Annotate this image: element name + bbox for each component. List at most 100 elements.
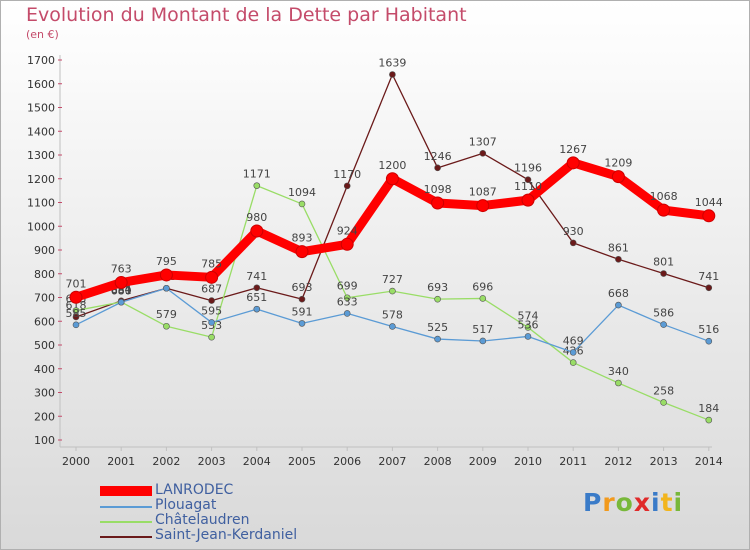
data-point-plouagat xyxy=(479,337,487,345)
proxiti-logo: Proxiti xyxy=(583,488,684,517)
series-line-chatelaudren xyxy=(75,184,710,421)
data-point-chatelaudren xyxy=(208,333,215,341)
data-label-chatelaudren: 1094 xyxy=(288,186,316,199)
data-point-chatelaudren xyxy=(343,294,351,302)
data-point-saint-jean-kerdaniel xyxy=(343,182,351,190)
data-point-saint-jean-kerdaniel xyxy=(298,295,306,303)
data-point-lanrodec xyxy=(205,270,219,284)
data-point-saint-jean-kerdaniel xyxy=(389,71,396,78)
data-label-lanrodec: 785 xyxy=(201,257,222,270)
y-tick-label: 1000 xyxy=(27,220,55,233)
legend-label-saint-jean-kerdaniel: Saint-Jean-Kerdaniel xyxy=(155,527,298,543)
data-label-saint-jean-kerdaniel: 693 xyxy=(292,281,313,294)
data-label-lanrodec: 893 xyxy=(292,232,313,245)
data-point-chatelaudren xyxy=(660,399,667,406)
data-label-chatelaudren: 696 xyxy=(472,280,493,293)
data-point-saint-jean-kerdaniel xyxy=(434,164,441,172)
legend-label-plouagat: Plouagat xyxy=(155,497,217,513)
y-tick-label: 1400 xyxy=(27,125,55,138)
data-point-lanrodec xyxy=(340,237,354,251)
data-point-chatelaudren xyxy=(705,416,713,424)
data-point-saint-jean-kerdaniel xyxy=(615,255,622,263)
data-label-chatelaudren: 699 xyxy=(337,280,358,293)
data-point-saint-jean-kerdaniel xyxy=(208,297,215,304)
y-tick-label: 1600 xyxy=(27,78,55,91)
data-label-saint-jean-kerdaniel: 741 xyxy=(698,270,719,283)
data-label-saint-jean-kerdaniel: 801 xyxy=(653,256,674,269)
y-tick-label: 700 xyxy=(34,292,55,305)
legend-swatch-plouagat xyxy=(100,506,152,508)
data-point-lanrodec xyxy=(521,193,535,207)
x-tick-label: 2006 xyxy=(333,455,361,468)
data-point-plouagat xyxy=(434,335,441,343)
data-label-saint-jean-kerdaniel: 741 xyxy=(246,270,267,283)
data-point-lanrodec xyxy=(69,290,83,304)
data-label-plouagat: 633 xyxy=(337,295,358,308)
data-label-saint-jean-kerdaniel: 1196 xyxy=(514,162,542,175)
x-tick-label: 2001 xyxy=(107,455,135,468)
data-point-chatelaudren xyxy=(72,307,80,314)
data-point-chatelaudren xyxy=(569,359,577,366)
data-point-plouagat xyxy=(117,298,125,306)
x-tick-label: 2005 xyxy=(288,455,316,468)
data-label-lanrodec: 1209 xyxy=(604,157,632,170)
data-label-saint-jean-kerdaniel: 930 xyxy=(563,225,584,238)
data-label-plouagat: 591 xyxy=(292,305,313,318)
data-point-saint-jean-kerdaniel xyxy=(660,270,667,277)
x-tick-label: 2009 xyxy=(469,455,497,468)
data-label-chatelaudren: 693 xyxy=(427,281,448,294)
data-point-lanrodec xyxy=(431,196,445,210)
data-point-plouagat xyxy=(569,349,577,356)
data-point-chatelaudren xyxy=(615,379,622,387)
y-tick-label: 1200 xyxy=(27,173,55,186)
data-point-lanrodec xyxy=(702,209,716,223)
x-tick-label: 2012 xyxy=(604,455,632,468)
data-point-lanrodec xyxy=(611,170,625,184)
x-tick-label: 2013 xyxy=(650,455,678,468)
legend-swatch-chatelaudren xyxy=(100,521,152,523)
data-point-lanrodec xyxy=(657,203,671,217)
data-label-plouagat: 516 xyxy=(698,323,719,336)
data-label-lanrodec: 1044 xyxy=(695,196,723,209)
legend-swatch-lanrodec xyxy=(100,486,152,496)
data-label-plouagat: 536 xyxy=(518,318,539,331)
data-label-saint-jean-kerdaniel: 861 xyxy=(608,241,629,254)
data-point-lanrodec xyxy=(159,268,173,282)
data-point-plouagat xyxy=(389,323,396,330)
data-point-plouagat xyxy=(705,337,713,345)
y-tick-label: 200 xyxy=(34,410,55,423)
legend-label-lanrodec: LANRODEC xyxy=(155,482,234,498)
data-label-saint-jean-kerdaniel: 687 xyxy=(201,283,222,296)
data-label-saint-jean-kerdaniel: 1307 xyxy=(469,135,497,148)
data-point-plouagat xyxy=(208,319,215,326)
data-label-lanrodec: 1098 xyxy=(424,183,452,196)
data-label-plouagat: 585 xyxy=(66,307,87,320)
x-tick-label: 2003 xyxy=(198,455,226,468)
chart-title: Evolution du Montant de la Dette par Hab… xyxy=(26,4,467,26)
y-tick-label: 500 xyxy=(34,339,55,352)
data-point-saint-jean-kerdaniel xyxy=(705,284,713,292)
data-label-lanrodec: 1087 xyxy=(469,186,497,199)
x-tick-label: 2002 xyxy=(152,455,180,468)
data-point-saint-jean-kerdaniel xyxy=(72,313,80,321)
data-label-chatelaudren: 579 xyxy=(156,308,177,321)
data-point-plouagat xyxy=(524,333,532,340)
data-label-saint-jean-kerdaniel: 618 xyxy=(66,299,87,312)
data-label-lanrodec: 1267 xyxy=(559,143,587,156)
data-label-chatelaudren: 727 xyxy=(382,273,403,286)
data-point-saint-jean-kerdaniel xyxy=(479,150,487,157)
data-point-plouagat xyxy=(615,301,622,309)
data-point-plouagat xyxy=(72,321,80,329)
data-point-chatelaudren xyxy=(524,324,532,331)
x-tick-label: 2014 xyxy=(695,455,723,468)
y-tick-label: 100 xyxy=(34,434,55,447)
data-point-plouagat xyxy=(343,310,351,317)
data-point-lanrodec xyxy=(295,245,309,259)
data-label-chatelaudren: 184 xyxy=(698,402,719,415)
data-label-plouagat: 595 xyxy=(201,304,222,317)
data-label-plouagat: 586 xyxy=(653,307,674,320)
data-label-saint-jean-kerdaniel: 1639 xyxy=(378,56,406,69)
data-point-lanrodec xyxy=(476,199,490,213)
data-label-lanrodec: 1200 xyxy=(378,159,406,172)
